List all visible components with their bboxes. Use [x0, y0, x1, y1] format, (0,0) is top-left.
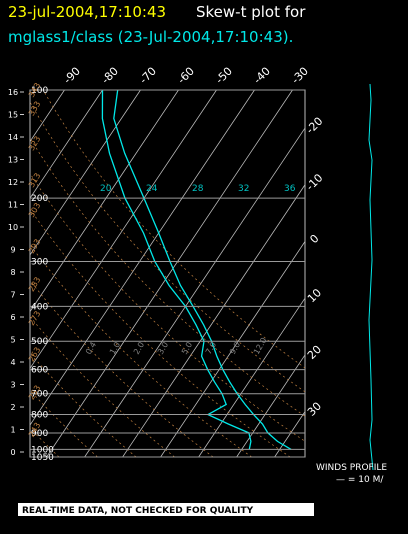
mixing-ratio-low-label: 0.4 — [84, 340, 98, 356]
theta-label: 313 — [27, 171, 42, 189]
isotherm — [160, 240, 305, 457]
altitude-label: 8 — [10, 268, 15, 277]
isotherm — [274, 410, 305, 457]
temperature-label: -10 — [304, 171, 326, 193]
temperature-label: 0 — [307, 232, 321, 246]
pressure-label: 600 — [31, 366, 48, 376]
pressure-label: 1000 — [31, 445, 54, 455]
isotherm — [46, 90, 293, 457]
altitude-label: 12 — [8, 178, 18, 187]
altitude-label: 15 — [8, 111, 18, 120]
source-label: mglass1/class (23-Jul-2004,17:10:43). — [8, 28, 293, 46]
pressure-label: 300 — [31, 257, 48, 267]
isotherm — [30, 90, 217, 370]
pressure-label: 1050 — [31, 453, 54, 463]
wind-label: WINDS PROFILE — [316, 463, 387, 473]
mixing-ratio-low-label: 12.0 — [252, 336, 269, 356]
wind-profile — [368, 83, 374, 471]
temperature-label: -40 — [251, 65, 273, 87]
wind-scale-label: — = 10 M/ — [336, 475, 384, 485]
plot-frame — [29, 89, 306, 458]
isotherm — [30, 90, 179, 313]
pressure-label: 800 — [31, 411, 48, 421]
mixing-ratio-label: 36 — [284, 184, 296, 194]
temperature-label: 30 — [305, 400, 324, 419]
mixing-ratio-low-label: 3.0 — [156, 340, 170, 356]
mixing-ratio-label: 28 — [192, 184, 204, 194]
temperature-label: -20 — [304, 115, 326, 137]
theta-label: 283 — [27, 275, 42, 293]
altitude-label: 11 — [8, 201, 18, 210]
altitude-label: 6 — [10, 313, 15, 322]
isotherm — [30, 90, 141, 256]
isotherm — [122, 184, 305, 457]
isotherm — [198, 297, 305, 457]
altitude-label: 16 — [8, 88, 18, 97]
temperature-label: 10 — [305, 286, 324, 305]
plot-area — [30, 90, 305, 457]
dry-adiabat — [30, 427, 60, 457]
chart-title: 23-jul-2004,17:10:43 — [8, 3, 166, 21]
mixing-ratio-label: 24 — [146, 184, 158, 194]
temperature-label: 20 — [305, 343, 324, 362]
altitude-label: 14 — [8, 133, 18, 142]
banner-box — [18, 503, 314, 516]
dry-adiabat — [30, 101, 305, 393]
altitude-label: 3 — [10, 381, 15, 390]
temperature-label: -50 — [213, 65, 235, 87]
theta-label: 323 — [27, 135, 42, 153]
temperature-label: -90 — [61, 65, 83, 87]
isotherm — [84, 127, 305, 457]
temperature-label: -80 — [99, 65, 121, 87]
altitude-label: 7 — [10, 291, 15, 300]
mixing-ratio-label: 32 — [238, 184, 249, 194]
altitude-label: 10 — [8, 223, 18, 232]
banner-text: REAL-TIME DATA, NOT CHECKED FOR QUALITY — [22, 506, 254, 516]
dry-adiabat — [30, 208, 291, 457]
pressure-label: 700 — [31, 390, 48, 400]
altitude-label: 0 — [10, 448, 15, 457]
mixing-ratio-low-label: 1.0 — [108, 340, 122, 356]
theta-label: 263 — [27, 346, 42, 364]
mixing-ratio-low-label: 2.0 — [132, 340, 146, 356]
pressure-label: 900 — [31, 429, 48, 439]
theta-label: 333 — [27, 100, 42, 118]
chart-subtitle: Skew-t plot for — [196, 3, 306, 21]
altitude-label: 4 — [10, 358, 15, 367]
mixing-ratio-label: 20 — [100, 184, 112, 194]
temperature-label: -60 — [175, 65, 197, 87]
altitude-label: 13 — [8, 156, 18, 165]
temperature-label: -70 — [137, 65, 159, 87]
pressure-label: 400 — [31, 302, 48, 312]
profile-line — [101, 90, 252, 450]
altitude-label: 5 — [10, 336, 15, 345]
temperature-label: -30 — [289, 65, 311, 87]
altitude-label: 2 — [10, 403, 15, 412]
dry-adiabat — [30, 279, 214, 457]
pressure-label: 500 — [31, 337, 48, 347]
profile-line — [113, 90, 292, 450]
pressure-label: 100 — [31, 86, 48, 96]
altitude-label: 1 — [10, 426, 15, 435]
dry-adiabat — [30, 352, 137, 457]
isotherm — [236, 354, 305, 457]
isotherm — [30, 90, 103, 199]
altitude-label: 9 — [10, 246, 15, 255]
pressure-label: 200 — [31, 194, 48, 204]
dry-adiabat — [30, 172, 305, 442]
isotherm — [30, 90, 255, 426]
dry-adiabat — [30, 316, 175, 457]
